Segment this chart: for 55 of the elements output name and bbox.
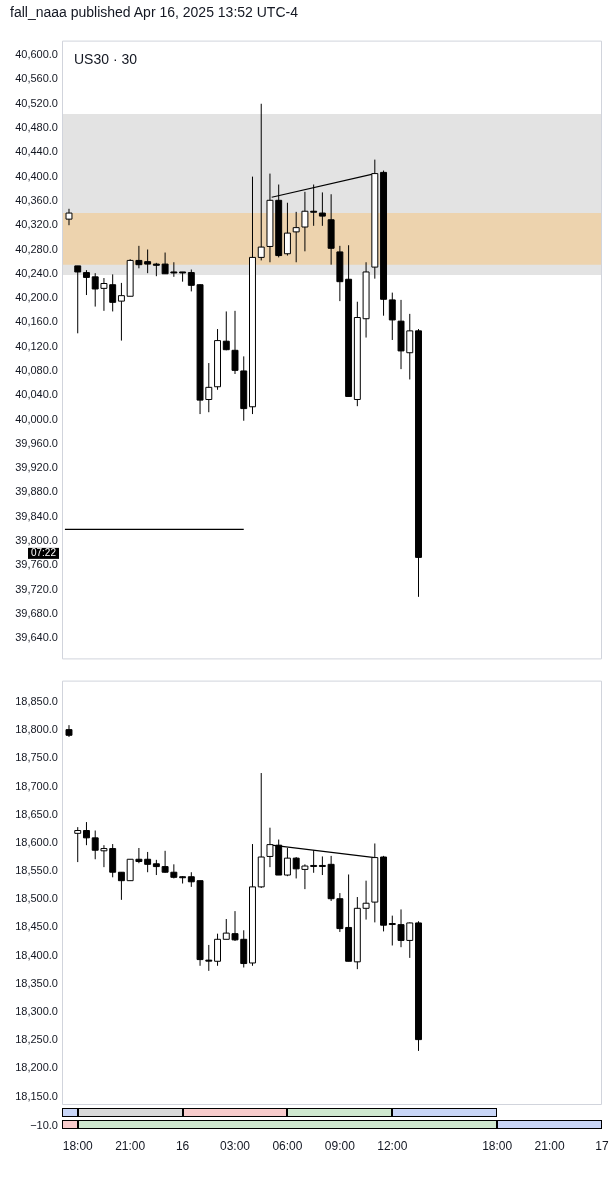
- y-tick-label: 18,450.0: [15, 920, 58, 933]
- y-tick-label: 40,600.0: [15, 48, 58, 61]
- x-tick-label: 21:00: [115, 1138, 146, 1153]
- y-tick-label: 39,840.0: [15, 509, 58, 522]
- y-tick-label: 18,800.0: [15, 723, 58, 736]
- x-tick-label: 17: [595, 1138, 609, 1153]
- y-tick-label: 39,720.0: [15, 582, 58, 595]
- y-tick-label: 39,920.0: [15, 461, 58, 474]
- y-tick-label: 39,640.0: [15, 631, 58, 644]
- y-tick-label: 40,280.0: [15, 242, 58, 255]
- y-tick-label: 40,240.0: [15, 266, 58, 279]
- y-tick-label: 40,360.0: [15, 193, 58, 206]
- y-tick-label: 18,300.0: [15, 1005, 58, 1018]
- y-tick-label: 40,000.0: [15, 412, 58, 425]
- y-tick-label: 39,960.0: [15, 436, 58, 449]
- y-tick-label: 39,680.0: [15, 606, 58, 619]
- y-tick-label: 39,880.0: [15, 485, 58, 498]
- y-tick-label: 18,750.0: [15, 751, 58, 764]
- x-tick-label: 09:00: [324, 1138, 356, 1153]
- x-tick-label: 06:00: [272, 1138, 303, 1153]
- y-tick-label: 40,080.0: [15, 363, 58, 376]
- x-tick-label: 21:00: [534, 1138, 565, 1153]
- y-tick-label: 18,150.0: [15, 1089, 58, 1102]
- y-tick-label: 18,600.0: [15, 835, 58, 848]
- y-tick-label: 40,200.0: [15, 291, 58, 304]
- y-tick-label: 40,120.0: [15, 339, 58, 352]
- y-tick-label: 40,040.0: [15, 388, 58, 401]
- x-tick-label: 16: [175, 1138, 190, 1153]
- y-tick-label: 40,320.0: [15, 218, 58, 231]
- text: fall_naaa published Apr 16, 2025 13:52 UTC-4: [10, 4, 298, 20]
- text: US30 · 30: [74, 51, 138, 68]
- y-tick-label: 18,250.0: [15, 1033, 58, 1046]
- y-tick-label: 40,520.0: [15, 96, 58, 109]
- y-tick-label: 40,160.0: [15, 315, 58, 328]
- y-tick-label: 18,700.0: [15, 779, 58, 792]
- text: 07:22: [30, 547, 57, 559]
- y-tick-label: 18,550.0: [15, 864, 58, 877]
- x-tick-label: 18:00: [62, 1138, 94, 1153]
- x-tick-label: 03:00: [219, 1138, 251, 1153]
- y-tick-label: 40,400.0: [15, 169, 58, 182]
- y-tick-label: 18,650.0: [15, 807, 58, 820]
- y-tick-label: 18,850.0: [15, 695, 58, 708]
- y-tick-label: 39,760.0: [15, 558, 58, 571]
- y-tick-label: 40,480.0: [15, 121, 58, 134]
- text: −10.0: [30, 1119, 58, 1131]
- y-tick-label: 18,400.0: [15, 948, 58, 961]
- y-tick-label: 18,350.0: [15, 976, 58, 989]
- x-tick-label: 18:00: [482, 1138, 513, 1153]
- y-tick-label: 18,200.0: [15, 1061, 58, 1074]
- y-tick-label: 39,800.0: [15, 534, 58, 547]
- y-tick-label: 40,560.0: [15, 72, 58, 85]
- y-tick-label: 18,500.0: [15, 892, 58, 905]
- candlestick: [83, 269, 90, 296]
- y-tick-label: 40,440.0: [15, 145, 58, 158]
- x-tick-label: 12:00: [377, 1138, 408, 1153]
